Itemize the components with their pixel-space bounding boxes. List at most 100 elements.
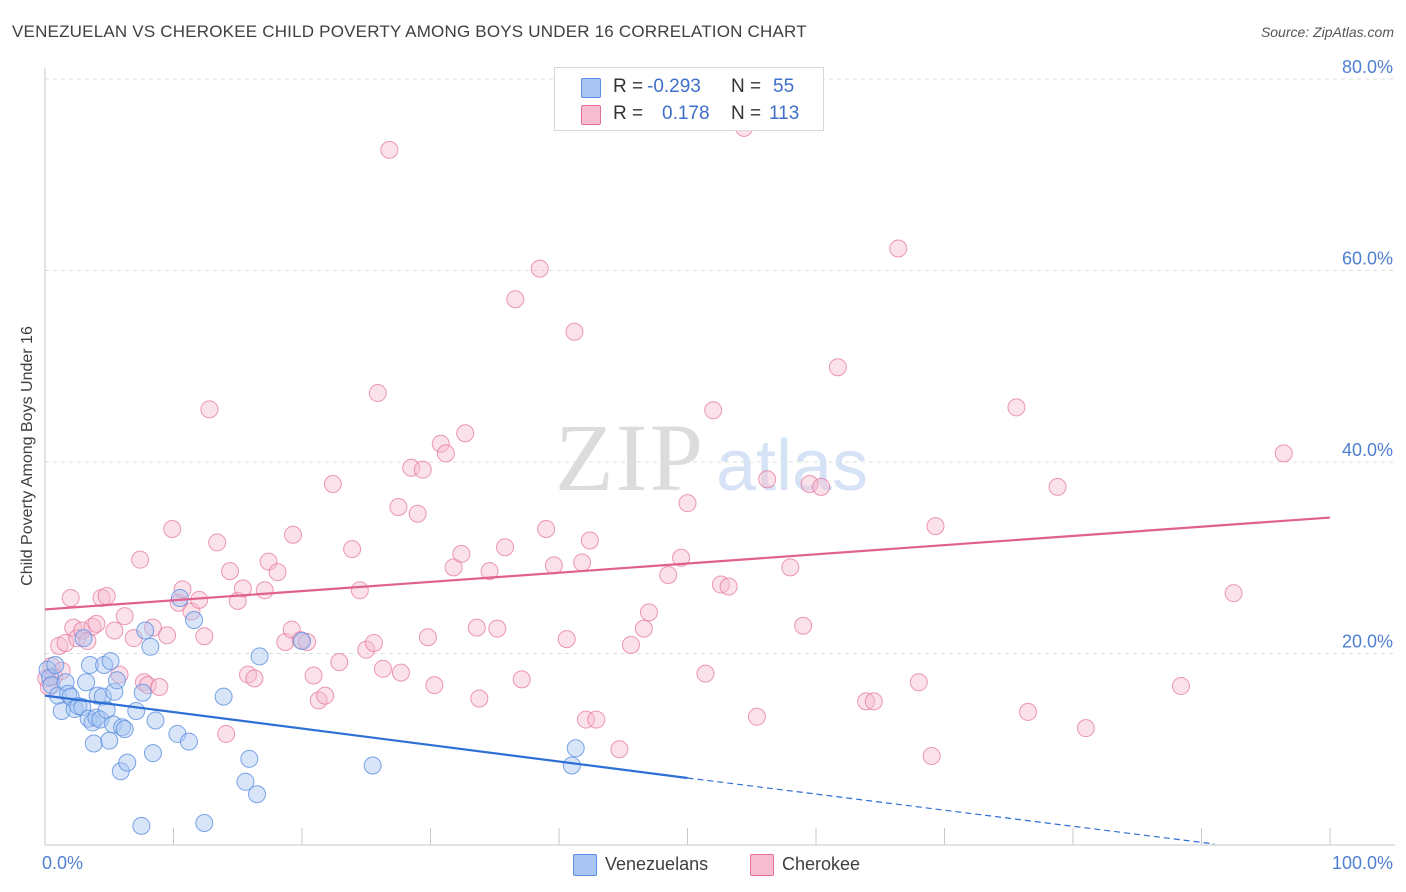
- cherokee-point: [576, 710, 595, 729]
- cherokee-point: [255, 581, 274, 600]
- venezuelan-swatch: [581, 78, 601, 98]
- cherokee-point: [304, 666, 323, 685]
- cherokee-point: [659, 565, 678, 584]
- cherokee-point: [1171, 677, 1190, 696]
- cherokee-point: [1274, 444, 1293, 463]
- cherokee-point: [621, 635, 640, 654]
- cherokee-point: [758, 470, 777, 489]
- cherokee-point: [634, 619, 653, 638]
- cherokee-point: [496, 538, 515, 557]
- venezuelan-trend-line: [44, 694, 688, 780]
- cherokee-point: [889, 239, 908, 258]
- venezuelan-points: [38, 588, 585, 835]
- cherokee-point: [812, 477, 831, 496]
- grid-lines: [45, 78, 1395, 654]
- venezuelan-point: [118, 753, 137, 772]
- cherokee-point: [587, 710, 606, 729]
- venezuelan-point: [250, 647, 269, 666]
- cherokee-point: [639, 603, 658, 622]
- venezuelan-point: [80, 655, 99, 674]
- y-tick-label: 40.0%: [1342, 440, 1393, 460]
- cherokee-point: [233, 579, 252, 598]
- cherokee-point: [150, 678, 169, 697]
- cherokee-point: [544, 556, 563, 575]
- cherokee-point: [245, 669, 264, 688]
- cherokee-point: [857, 692, 876, 711]
- chart-title: VENEZUELAN VS CHEROKEE CHILD POVERTY AMO…: [12, 22, 807, 41]
- watermark-atlas: atlas: [716, 426, 868, 506]
- cherokee-point: [488, 619, 507, 638]
- venezuelan-point: [115, 720, 134, 739]
- cherokee-point: [800, 475, 819, 494]
- venezuelan-point: [113, 718, 132, 737]
- r-value: -0.293: [647, 76, 701, 97]
- watermark-zip: ZIP: [555, 404, 705, 511]
- venezuelan-point: [132, 816, 151, 835]
- cherokee-point: [298, 633, 317, 652]
- venezuelan-trend-extension: [687, 777, 1215, 845]
- venezuelan-point: [100, 731, 119, 750]
- cherokee-point: [747, 707, 766, 726]
- axes: [44, 68, 1395, 846]
- stats-row-venezuelans: R = -0.293 N = 55: [555, 74, 823, 100]
- r-value: 0.178: [662, 103, 710, 124]
- cherokee-point: [672, 548, 691, 567]
- cherokee-point: [350, 581, 369, 600]
- x-tick-label: 0.0%: [42, 853, 83, 873]
- cherokee-point: [704, 401, 723, 420]
- r-label: R =: [613, 76, 644, 97]
- cherokee-point: [480, 562, 499, 581]
- stats-row-cherokee: R = 0.178 N = 113: [555, 101, 823, 127]
- cherokee-point: [470, 689, 489, 708]
- cherokee-point: [391, 663, 410, 682]
- cherokee-point: [678, 494, 697, 513]
- venezuelan-point: [240, 749, 259, 768]
- watermark: ZIP atlas: [555, 404, 868, 511]
- venezuelan-point: [195, 813, 214, 832]
- venezuelan-point: [562, 756, 581, 775]
- cherokee-point: [131, 550, 150, 569]
- cherokee-point: [1019, 702, 1038, 721]
- stats-box: R = -0.293 N = 55 R = 0.178 N = 113: [554, 67, 824, 131]
- cherokee-point: [56, 633, 75, 652]
- cherokee-point: [217, 724, 236, 743]
- cherokee-point: [221, 562, 240, 581]
- cherokee-point: [610, 740, 629, 759]
- cherokee-point: [431, 434, 450, 453]
- cherokee-point: [711, 575, 730, 594]
- cherokee-point: [380, 140, 399, 159]
- cherokee-point: [389, 498, 408, 517]
- cherokee-point: [97, 587, 116, 606]
- cherokee-point: [557, 630, 576, 649]
- venezuelan-point: [84, 734, 103, 753]
- cherokee-point: [368, 384, 387, 403]
- cherokee-point: [208, 533, 227, 552]
- cherokee-point: [330, 653, 349, 672]
- cherokee-point: [1048, 477, 1067, 496]
- y-tick-label: 80.0%: [1342, 57, 1393, 77]
- cherokee-point: [364, 633, 383, 652]
- cherokee-point: [444, 558, 463, 577]
- venezuelan-point: [170, 588, 189, 607]
- venezuelan-point: [42, 676, 61, 695]
- cherokee-points: [37, 118, 1293, 765]
- cherokee-point: [719, 577, 738, 596]
- venezuelan-point: [566, 739, 585, 758]
- cherokee-point: [87, 614, 106, 633]
- cherokee-point: [1224, 584, 1243, 603]
- cherokee-point: [323, 475, 342, 494]
- venezuelan-point: [127, 701, 146, 720]
- cherokee-point: [1007, 398, 1026, 417]
- cherokee-point: [408, 504, 427, 523]
- cherokee-point: [696, 664, 715, 683]
- cherokee-point: [781, 558, 800, 577]
- cherokee-point: [316, 686, 335, 705]
- cherokee-point: [506, 290, 525, 309]
- cherokee-point: [864, 692, 883, 711]
- cherokee-point: [259, 552, 278, 571]
- legend-swatch-pink: [750, 854, 774, 876]
- cherokee-point: [922, 746, 941, 765]
- venezuelan-point: [248, 785, 267, 804]
- venezuelan-point: [141, 637, 160, 656]
- cherokee-point: [343, 540, 362, 559]
